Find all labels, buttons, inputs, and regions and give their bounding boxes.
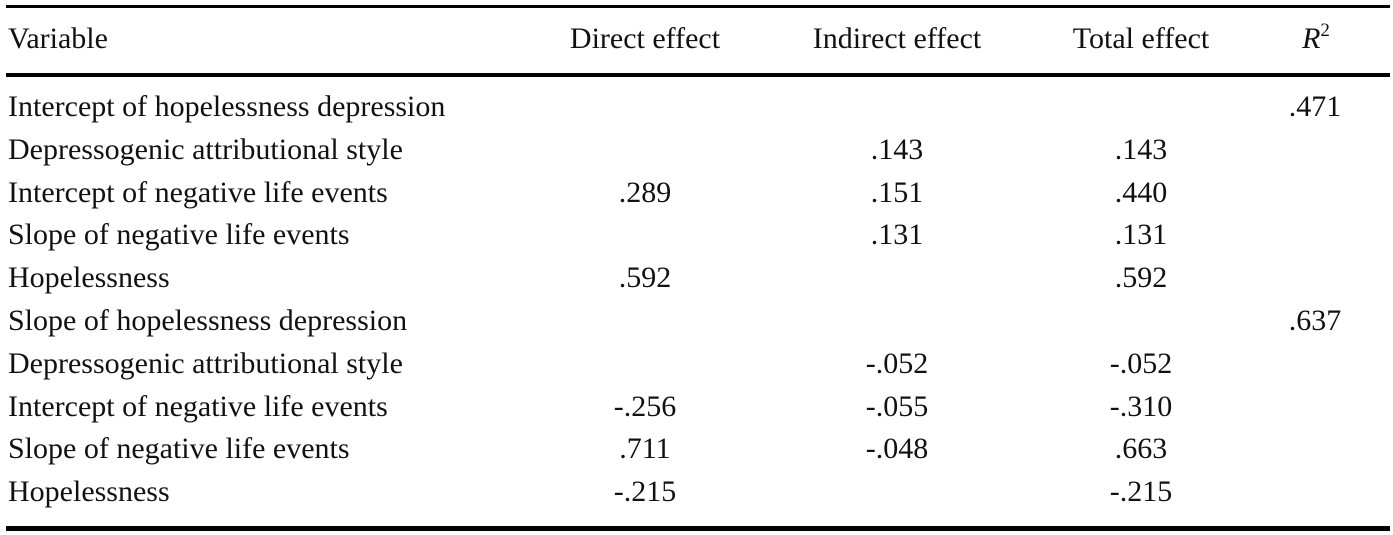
cell-total-effect: -.215	[1041, 471, 1241, 513]
cell-total-effect: .131	[1041, 214, 1241, 256]
cell-total-effect: .663	[1041, 428, 1241, 470]
table-row: Depressogenic attributional style -.052 -.…	[0, 343, 1393, 386]
r-squared-exponent: 2	[1320, 20, 1330, 41]
bottom-rule	[6, 526, 1390, 531]
table-header-row: Variable Direct effect Indirect effect T…	[0, 18, 1393, 60]
header-indirect-effect: Indirect effect	[797, 18, 997, 60]
cell-r-squared: .471	[1265, 86, 1365, 128]
header-rule	[6, 73, 1390, 77]
header-variable: Variable	[8, 18, 108, 60]
cell-total-effect: .592	[1041, 257, 1241, 299]
cell-variable: Slope of negative life events	[8, 428, 350, 470]
cell-variable: Intercept of negative life events	[8, 386, 388, 428]
table-row: Intercept of negative life events -.256 -.…	[0, 386, 1393, 429]
cell-direct-effect: .289	[545, 172, 745, 214]
cell-variable: Intercept of negative life events	[8, 172, 388, 214]
cell-variable: Intercept of hopelessness depression	[8, 86, 445, 128]
cell-indirect-effect: -.052	[797, 343, 997, 385]
cell-variable: Depressogenic attributional style	[8, 129, 403, 171]
cell-indirect-effect: -.055	[797, 386, 997, 428]
cell-total-effect: .440	[1041, 172, 1241, 214]
table-row: Hopelessness -.215 -.215	[0, 471, 1393, 514]
header-direct-effect: Direct effect	[545, 18, 745, 60]
table-row: Slope of negative life events .131 .131	[0, 214, 1393, 257]
cell-variable: Hopelessness	[8, 257, 170, 299]
cell-variable: Slope of negative life events	[8, 214, 350, 256]
cell-direct-effect: .592	[545, 257, 745, 299]
cell-indirect-effect: -.048	[797, 428, 997, 470]
cell-total-effect: -.052	[1041, 343, 1241, 385]
cell-total-effect: -.310	[1041, 386, 1241, 428]
r-squared-base: R	[1302, 22, 1320, 55]
cell-direct-effect: .711	[545, 428, 745, 470]
cell-r-squared: .637	[1265, 300, 1365, 342]
header-total-effect: Total effect	[1041, 18, 1241, 60]
cell-direct-effect: -.215	[545, 471, 745, 513]
table-row: Hopelessness .592 .592	[0, 257, 1393, 300]
table-row: Intercept of hopelessness depression .471	[0, 86, 1393, 129]
table-row: Slope of negative life events .711 -.048 .6…	[0, 428, 1393, 471]
cell-total-effect: .143	[1041, 129, 1241, 171]
table-row: Slope of hopelessness depression .637	[0, 300, 1393, 343]
cell-variable: Depressogenic attributional style	[8, 343, 403, 385]
table-row: Intercept of negative life events .289 .15…	[0, 172, 1393, 215]
cell-indirect-effect: .151	[797, 172, 997, 214]
cell-direct-effect: -.256	[545, 386, 745, 428]
cell-indirect-effect: .143	[797, 129, 997, 171]
table-body: Intercept of hopelessness depression .471…	[0, 86, 1393, 514]
top-rule	[6, 5, 1390, 8]
cell-variable: Slope of hopelessness depression	[8, 300, 407, 342]
table-row: Depressogenic attributional style .143 .14…	[0, 129, 1393, 172]
header-r-squared: R2	[1266, 18, 1366, 60]
cell-variable: Hopelessness	[8, 471, 170, 513]
cell-indirect-effect: .131	[797, 214, 997, 256]
